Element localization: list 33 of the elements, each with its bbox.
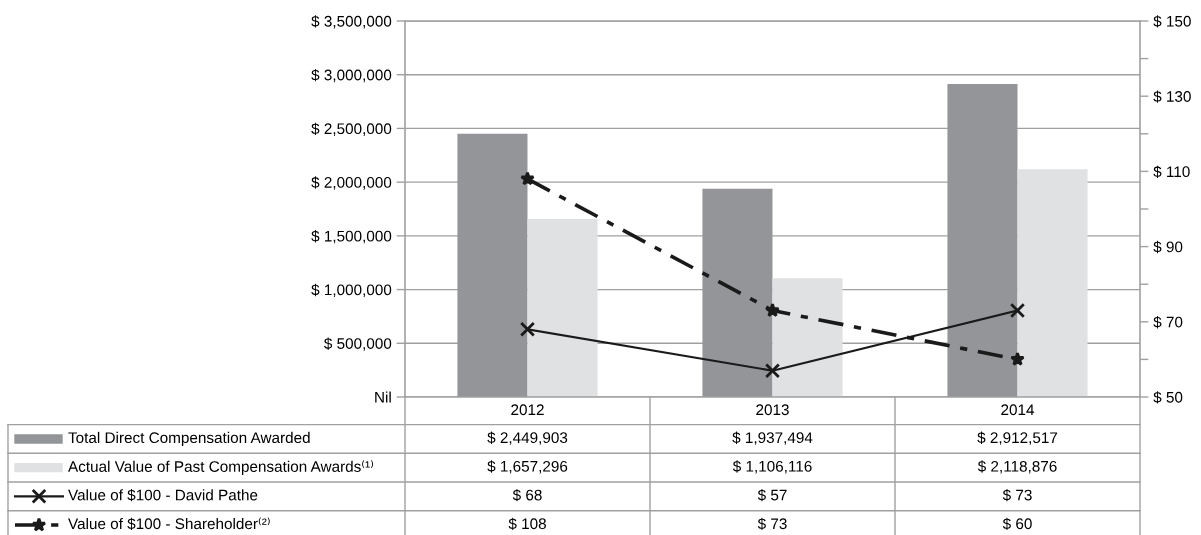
legend-label: Actual Value of Past Compensation Awards⁽¹⁾ — [68, 460, 374, 475]
data-label: $ 2,449,903 — [487, 431, 568, 445]
data-label: $ 2,912,517 — [977, 431, 1058, 445]
data-label: $ 2,118,876 — [977, 460, 1057, 474]
y2-tick-label: $ 70 — [1153, 316, 1183, 329]
y2-tick-label: $ 90 — [1153, 240, 1183, 254]
x-tick-label: 2014 — [1001, 404, 1035, 416]
data-label: $ 108 — [508, 517, 546, 531]
data-label: $ 73 — [1002, 488, 1032, 502]
y2-tick-label: $ 150 — [1153, 15, 1191, 28]
y-tick-label: $ 500,000 — [324, 337, 392, 351]
y-tick-label: $ 3,500,000 — [311, 15, 392, 29]
data-label: $ 60 — [1002, 517, 1032, 531]
data-label: $ 73 — [757, 517, 787, 531]
y-tick-label: $ 2,000,000 — [311, 176, 392, 190]
y-tick-label: $ 3,000,000 — [311, 68, 392, 83]
y-tick-label: $ 1,000,000 — [311, 283, 392, 298]
x-tick-label: 2012 — [511, 404, 544, 416]
y-tick-label: Nil — [375, 391, 391, 403]
legend-label: Value of $100 - Shareholder⁽²⁾ — [68, 517, 270, 531]
data-label: $ 1,657,296 — [487, 460, 568, 474]
data-label: $ 68 — [512, 488, 542, 502]
y2-tick-label: $ 50 — [1153, 391, 1183, 404]
x-tick-label: 2013 — [756, 404, 789, 416]
legend-label: Value of $100 - David Pathe — [68, 488, 258, 502]
data-label: $ 57 — [757, 488, 787, 502]
y2-tick-label: $ 130 — [1153, 90, 1191, 103]
y-tick-label: $ 2,500,000 — [311, 122, 392, 136]
legend-label: Total Direct Compensation Awarded — [68, 431, 310, 447]
data-label: $ 1,937,494 — [732, 431, 813, 445]
y-tick-label: $ 1,500,000 — [311, 230, 392, 244]
data-label: $ 1,106,116 — [732, 460, 812, 474]
y2-tick-label: $ 110 — [1153, 165, 1190, 178]
